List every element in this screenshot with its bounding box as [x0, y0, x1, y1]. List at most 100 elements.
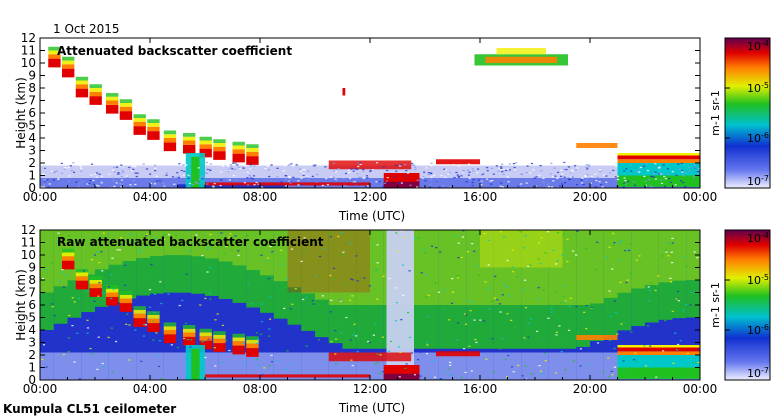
noise-speckle: [614, 176, 617, 178]
noise-speckle: [81, 181, 84, 183]
noise-speckle: [266, 257, 269, 259]
noise-speckle: [468, 345, 471, 348]
noise-speckle: [546, 183, 549, 185]
noise-green: [480, 230, 494, 349]
noise-speckle: [370, 169, 373, 171]
noise-speckle: [89, 347, 92, 350]
noise-speckle: [255, 181, 258, 184]
noise-speckle: [563, 161, 566, 164]
noise-speckle: [250, 303, 253, 305]
noise-speckle: [255, 332, 258, 334]
cloud-layer: [62, 256, 75, 261]
noise-yellow: [356, 230, 370, 305]
noise-speckle: [337, 235, 340, 238]
noise-speckle: [339, 300, 342, 302]
cloud-layer: [62, 64, 75, 69]
noise-speckle: [660, 179, 663, 181]
noise-speckle: [635, 170, 639, 172]
noise-yellow: [81, 230, 95, 275]
noise-speckle: [403, 164, 407, 166]
noise-speckle: [63, 168, 66, 170]
cloud-layer: [213, 338, 226, 344]
noise-speckle: [52, 179, 56, 181]
date-label: 1 Oct 2015: [53, 22, 120, 36]
noise-speckle: [486, 167, 489, 169]
noise-speckle: [603, 174, 606, 176]
noise-speckle: [329, 274, 332, 277]
noise-yellow: [40, 230, 54, 293]
noise-speckle: [201, 254, 204, 257]
noise-speckle: [221, 362, 224, 364]
noise-speckle: [302, 168, 305, 171]
noise-speckle: [286, 278, 289, 280]
noise-speckle: [620, 323, 623, 325]
noise-speckle: [323, 247, 326, 250]
cloud-layer: [246, 151, 259, 157]
noise-speckle: [425, 352, 429, 355]
noise-speckle: [671, 242, 674, 244]
noise-speckle: [571, 171, 574, 173]
noise-speckle: [495, 165, 498, 167]
noise-speckle: [152, 320, 155, 322]
noise-speckle: [460, 256, 463, 259]
noise-speckle: [260, 303, 263, 305]
noise-speckle: [340, 254, 343, 256]
noise-speckle: [375, 162, 379, 164]
noise-speckle: [497, 170, 500, 172]
noise-speckle: [682, 181, 685, 184]
noise-speckle: [514, 326, 517, 329]
noise-speckle: [650, 282, 653, 284]
noise-yellow: [273, 230, 288, 282]
noise-speckle: [69, 165, 73, 167]
noise-speckle: [207, 338, 210, 340]
noise-speckle: [67, 180, 70, 182]
cloud-layer: [183, 336, 196, 346]
noise-speckle: [510, 319, 513, 321]
noise-speckle: [285, 368, 288, 370]
noise-speckle: [611, 163, 614, 165]
x-tick-label: 12:00: [353, 190, 388, 204]
noise-speckle: [556, 177, 559, 179]
noise-speckle: [260, 287, 263, 289]
noise-speckle: [582, 183, 585, 186]
noise-speckle: [243, 163, 246, 165]
noise-speckle: [564, 369, 567, 371]
noise-speckle: [517, 364, 520, 367]
noise-speckle: [476, 265, 479, 267]
cloud-layer: [232, 337, 245, 342]
noise-speckle: [288, 180, 291, 182]
panel-title: Raw attenuated backscatter coefficient: [57, 235, 324, 249]
noise-speckle: [515, 162, 518, 164]
noise-speckle: [90, 174, 93, 176]
noise-speckle: [506, 259, 509, 262]
noise-speckle: [563, 301, 566, 303]
noise-speckle: [681, 171, 684, 173]
noise-speckle: [167, 315, 170, 317]
noise-speckle: [414, 168, 417, 170]
cloud-layer: [133, 126, 146, 135]
noise-speckle: [619, 281, 622, 283]
cloud-layer: [199, 328, 212, 333]
noise-speckle: [257, 339, 260, 341]
noise-low: [150, 352, 164, 380]
noise-speckle: [677, 163, 680, 165]
noise-speckle: [130, 185, 133, 188]
noise-green: [617, 230, 632, 331]
noise-speckle: [613, 300, 616, 302]
noise-speckle: [546, 231, 550, 233]
noise-green: [425, 230, 439, 349]
noise-speckle: [350, 278, 353, 280]
noise-speckle: [612, 232, 615, 235]
noise-speckle: [658, 173, 661, 175]
cloud-layer: [106, 296, 119, 306]
noise-speckle: [63, 167, 67, 169]
noise-speckle: [386, 169, 389, 172]
noise-speckle: [379, 354, 382, 356]
cloud-layer: [133, 121, 146, 127]
noise-speckle: [261, 374, 264, 376]
noise-speckle: [206, 247, 210, 250]
noise-speckle: [71, 324, 74, 327]
noise-speckle: [466, 300, 469, 302]
y-tick-label: 12: [21, 31, 36, 45]
